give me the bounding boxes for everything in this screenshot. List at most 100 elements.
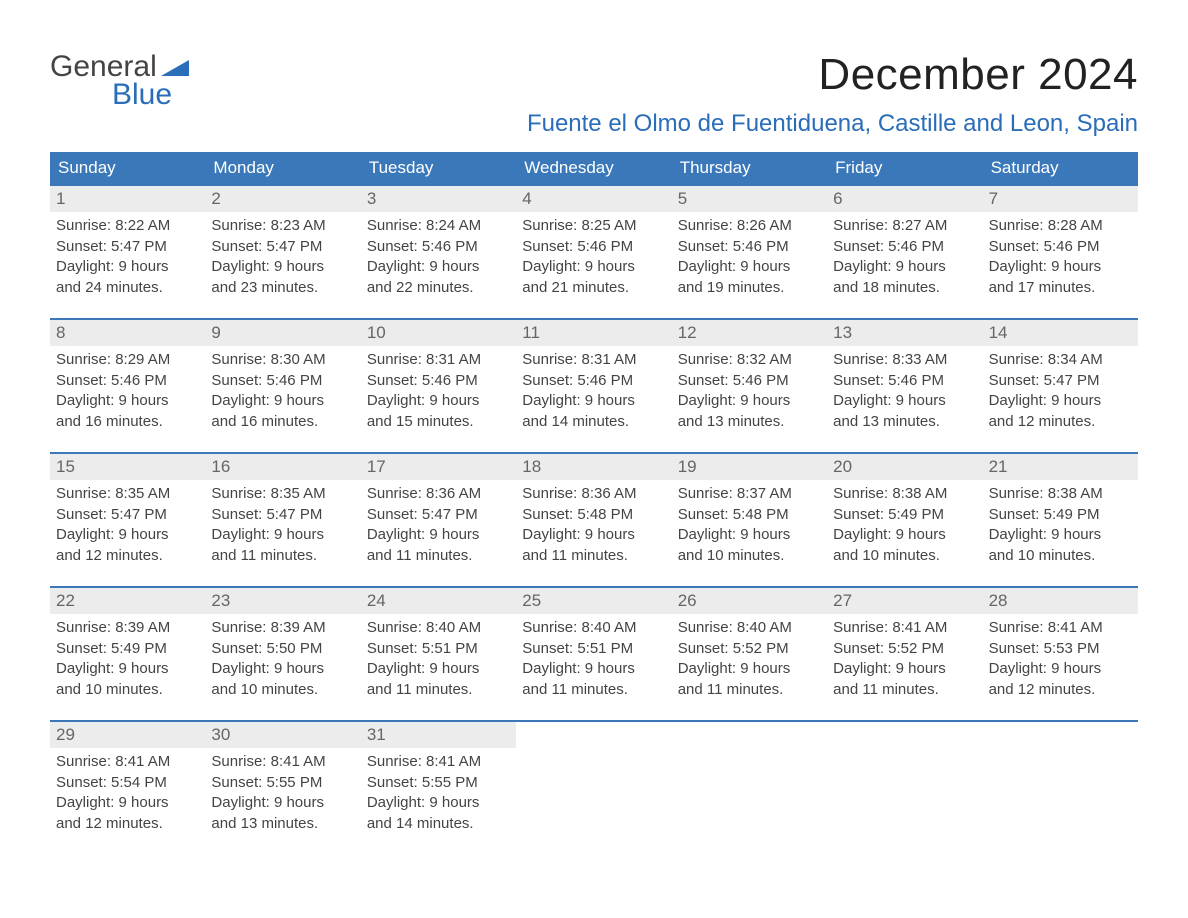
day-cell: 14Sunrise: 8:34 AMSunset: 5:47 PMDayligh…	[983, 320, 1138, 438]
sunrise-line: Sunrise: 8:40 AM	[522, 618, 665, 638]
daylight-line2: and 22 minutes.	[367, 278, 510, 298]
sunrise-line: Sunrise: 8:31 AM	[522, 350, 665, 370]
week-row: 1Sunrise: 8:22 AMSunset: 5:47 PMDaylight…	[50, 184, 1138, 304]
sunrise-line: Sunrise: 8:26 AM	[678, 216, 821, 236]
daylight-line2: and 13 minutes.	[211, 814, 354, 834]
sunset-line: Sunset: 5:46 PM	[678, 237, 821, 257]
day-body: Sunrise: 8:41 AMSunset: 5:53 PMDaylight:…	[983, 618, 1138, 699]
sunset-line: Sunset: 5:47 PM	[211, 505, 354, 525]
day-number: 10	[361, 320, 516, 346]
daylight-line2: and 13 minutes.	[678, 412, 821, 432]
day-number: 8	[50, 320, 205, 346]
day-cell: 18Sunrise: 8:36 AMSunset: 5:48 PMDayligh…	[516, 454, 671, 572]
day-cell: 9Sunrise: 8:30 AMSunset: 5:46 PMDaylight…	[205, 320, 360, 438]
daylight-line2: and 11 minutes.	[367, 546, 510, 566]
sunset-line: Sunset: 5:50 PM	[211, 639, 354, 659]
sunset-line: Sunset: 5:49 PM	[833, 505, 976, 525]
day-cell: 6Sunrise: 8:27 AMSunset: 5:46 PMDaylight…	[827, 186, 982, 304]
daylight-line1: Daylight: 9 hours	[56, 391, 199, 411]
day-cell: 27Sunrise: 8:41 AMSunset: 5:52 PMDayligh…	[827, 588, 982, 706]
daylight-line1: Daylight: 9 hours	[211, 659, 354, 679]
dow-cell: Sunday	[50, 152, 205, 184]
days-of-week-header: SundayMondayTuesdayWednesdayThursdayFrid…	[50, 152, 1138, 184]
day-number: 16	[205, 454, 360, 480]
sunset-line: Sunset: 5:52 PM	[833, 639, 976, 659]
daylight-line1: Daylight: 9 hours	[367, 525, 510, 545]
daylight-line2: and 10 minutes.	[833, 546, 976, 566]
day-cell: 3Sunrise: 8:24 AMSunset: 5:46 PMDaylight…	[361, 186, 516, 304]
daylight-line1: Daylight: 9 hours	[833, 257, 976, 277]
daylight-line2: and 12 minutes.	[56, 546, 199, 566]
daylight-line2: and 11 minutes.	[522, 680, 665, 700]
day-cell: 10Sunrise: 8:31 AMSunset: 5:46 PMDayligh…	[361, 320, 516, 438]
sunrise-line: Sunrise: 8:41 AM	[211, 752, 354, 772]
week-row: 29Sunrise: 8:41 AMSunset: 5:54 PMDayligh…	[50, 720, 1138, 840]
day-body: Sunrise: 8:40 AMSunset: 5:51 PMDaylight:…	[516, 618, 671, 699]
sunset-line: Sunset: 5:47 PM	[989, 371, 1132, 391]
sunrise-line: Sunrise: 8:36 AM	[522, 484, 665, 504]
sunset-line: Sunset: 5:46 PM	[678, 371, 821, 391]
day-cell: 21Sunrise: 8:38 AMSunset: 5:49 PMDayligh…	[983, 454, 1138, 572]
sunset-line: Sunset: 5:46 PM	[367, 371, 510, 391]
sunrise-line: Sunrise: 8:31 AM	[367, 350, 510, 370]
daylight-line1: Daylight: 9 hours	[678, 659, 821, 679]
day-number: 3	[361, 186, 516, 212]
day-body: Sunrise: 8:28 AMSunset: 5:46 PMDaylight:…	[983, 216, 1138, 297]
day-number: 21	[983, 454, 1138, 480]
day-number: 17	[361, 454, 516, 480]
page-header: General Blue December 2024 Fuente el Olm…	[50, 50, 1138, 138]
daylight-line2: and 10 minutes.	[56, 680, 199, 700]
sunrise-line: Sunrise: 8:37 AM	[678, 484, 821, 504]
daylight-line1: Daylight: 9 hours	[833, 391, 976, 411]
daylight-line1: Daylight: 9 hours	[522, 659, 665, 679]
daylight-line1: Daylight: 9 hours	[211, 391, 354, 411]
day-number: 23	[205, 588, 360, 614]
day-cell	[516, 722, 671, 840]
daylight-line1: Daylight: 9 hours	[56, 793, 199, 813]
daylight-line1: Daylight: 9 hours	[367, 257, 510, 277]
daylight-line2: and 23 minutes.	[211, 278, 354, 298]
sunset-line: Sunset: 5:48 PM	[678, 505, 821, 525]
brand-word2: Blue	[112, 78, 189, 112]
day-body: Sunrise: 8:25 AMSunset: 5:46 PMDaylight:…	[516, 216, 671, 297]
sunset-line: Sunset: 5:46 PM	[56, 371, 199, 391]
day-cell: 13Sunrise: 8:33 AMSunset: 5:46 PMDayligh…	[827, 320, 982, 438]
sunset-line: Sunset: 5:46 PM	[522, 371, 665, 391]
day-body: Sunrise: 8:40 AMSunset: 5:51 PMDaylight:…	[361, 618, 516, 699]
daylight-line2: and 24 minutes.	[56, 278, 199, 298]
day-cell: 29Sunrise: 8:41 AMSunset: 5:54 PMDayligh…	[50, 722, 205, 840]
sunrise-line: Sunrise: 8:22 AM	[56, 216, 199, 236]
day-cell: 2Sunrise: 8:23 AMSunset: 5:47 PMDaylight…	[205, 186, 360, 304]
day-number: 11	[516, 320, 671, 346]
day-cell: 7Sunrise: 8:28 AMSunset: 5:46 PMDaylight…	[983, 186, 1138, 304]
day-cell: 15Sunrise: 8:35 AMSunset: 5:47 PMDayligh…	[50, 454, 205, 572]
sunrise-line: Sunrise: 8:24 AM	[367, 216, 510, 236]
day-body: Sunrise: 8:31 AMSunset: 5:46 PMDaylight:…	[516, 350, 671, 431]
sunrise-line: Sunrise: 8:41 AM	[367, 752, 510, 772]
day-number: 6	[827, 186, 982, 212]
day-number: 25	[516, 588, 671, 614]
daylight-line2: and 10 minutes.	[989, 546, 1132, 566]
sunset-line: Sunset: 5:46 PM	[833, 371, 976, 391]
dow-cell: Saturday	[983, 152, 1138, 184]
sunrise-line: Sunrise: 8:34 AM	[989, 350, 1132, 370]
sunrise-line: Sunrise: 8:41 AM	[56, 752, 199, 772]
sunrise-line: Sunrise: 8:23 AM	[211, 216, 354, 236]
daylight-line1: Daylight: 9 hours	[833, 659, 976, 679]
daylight-line2: and 13 minutes.	[833, 412, 976, 432]
day-number: 30	[205, 722, 360, 748]
sunset-line: Sunset: 5:47 PM	[56, 505, 199, 525]
day-cell: 1Sunrise: 8:22 AMSunset: 5:47 PMDaylight…	[50, 186, 205, 304]
daylight-line1: Daylight: 9 hours	[211, 257, 354, 277]
daylight-line2: and 11 minutes.	[367, 680, 510, 700]
day-cell: 31Sunrise: 8:41 AMSunset: 5:55 PMDayligh…	[361, 722, 516, 840]
day-cell: 11 Sunrise: 8:31 AMSunset: 5:46 PMDayligh…	[516, 320, 671, 438]
daylight-line2: and 11 minutes.	[211, 546, 354, 566]
day-body: Sunrise: 8:41 AMSunset: 5:55 PMDaylight:…	[361, 752, 516, 833]
sunrise-line: Sunrise: 8:40 AM	[678, 618, 821, 638]
daylight-line2: and 11 minutes.	[833, 680, 976, 700]
day-cell: 8Sunrise: 8:29 AMSunset: 5:46 PMDaylight…	[50, 320, 205, 438]
sunrise-line: Sunrise: 8:40 AM	[367, 618, 510, 638]
day-number: 27	[827, 588, 982, 614]
daylight-line1: Daylight: 9 hours	[678, 257, 821, 277]
